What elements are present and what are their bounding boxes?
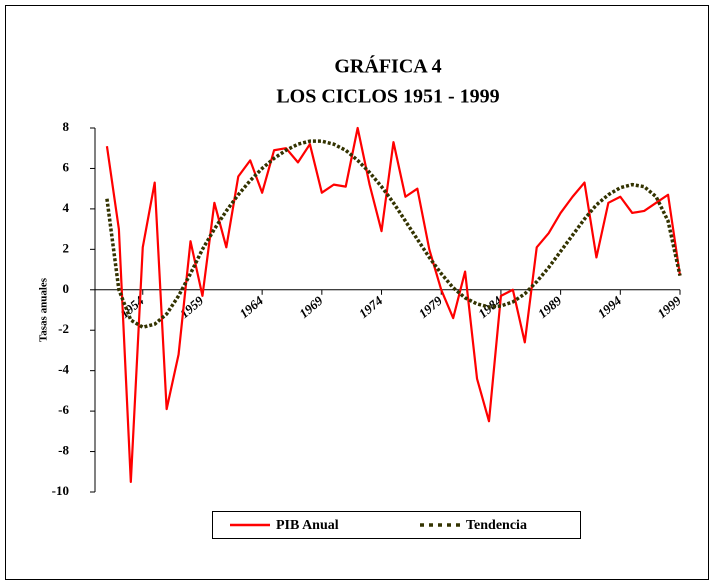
- y-tick-label: 0: [63, 281, 70, 296]
- y-tick-label: 6: [63, 159, 70, 174]
- y-tick-label: -8: [58, 443, 69, 458]
- series-line: [105, 126, 682, 483]
- chart-title: GRÁFICA 4: [334, 55, 441, 78]
- legend: [212, 511, 581, 539]
- y-tick-label: -2: [58, 321, 69, 336]
- y-tick-label: 8: [63, 119, 70, 134]
- y-tick-label: 4: [63, 200, 70, 215]
- y-tick-label: -4: [58, 362, 69, 377]
- y-tick-label: -10: [52, 483, 69, 498]
- chart-title: LOS CICLOS 1951 - 1999: [276, 86, 499, 108]
- legend-label: PIB Anual: [276, 518, 339, 533]
- y-tick-label: 2: [63, 240, 70, 255]
- legend-label: Tendencia: [466, 518, 527, 533]
- series-line: [105, 139, 682, 329]
- y-tick-label: -6: [58, 402, 69, 417]
- y-axis-label: Tasas anuales: [38, 277, 50, 342]
